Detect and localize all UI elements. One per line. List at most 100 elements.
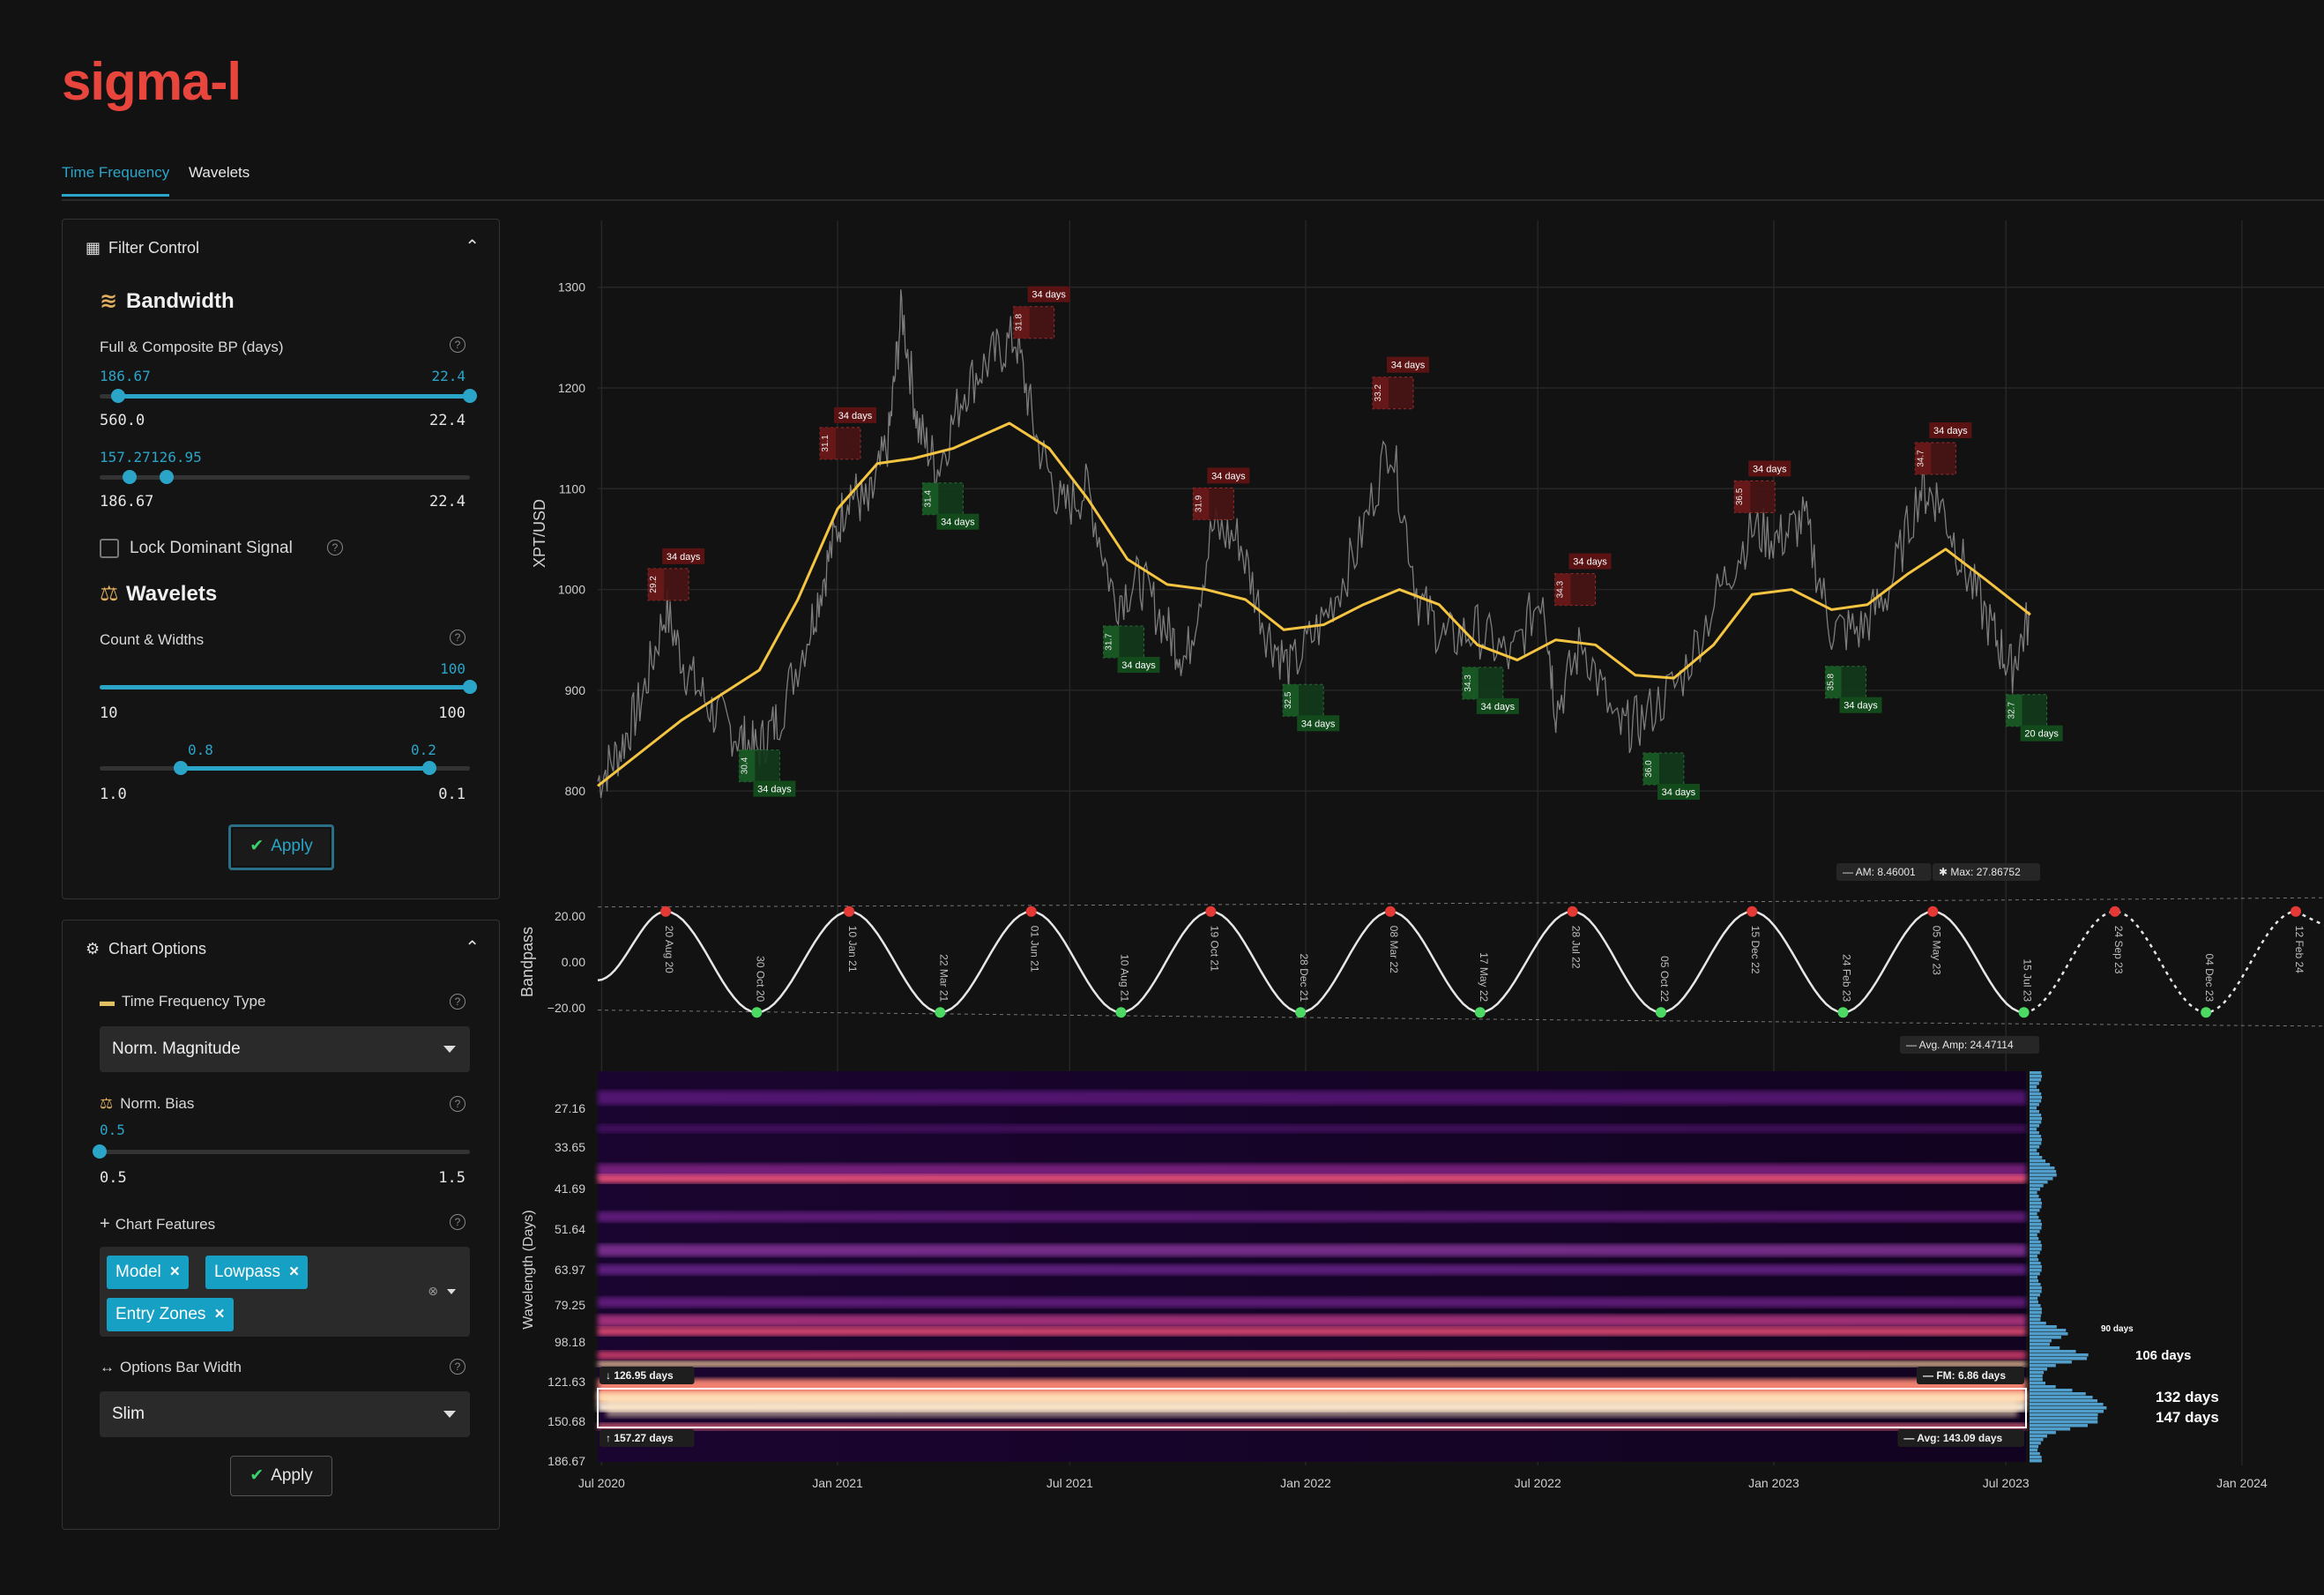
slider-handle[interactable] — [93, 1144, 107, 1159]
help-icon[interactable]: ? — [450, 1214, 466, 1230]
badge-bg — [1900, 1036, 2039, 1054]
histogram-bar — [2030, 1265, 2042, 1269]
charts-area[interactable]: 800 900 1000 1100 1200 1300 XPT/USD 29.2 34 days… — [511, 212, 2324, 1499]
plus-icon: + — [100, 1214, 110, 1234]
trough-marker[interactable] — [935, 1007, 946, 1018]
peak-entry-zone[interactable]: 31.9 34 days — [1192, 467, 1250, 520]
y-tick-label: 20.00 — [555, 909, 585, 923]
price-chart[interactable]: 800 900 1000 1100 1200 1300 XPT/USD 29.2 34 days… — [531, 280, 2324, 800]
slider-handle-low[interactable] — [122, 470, 137, 484]
peak-marker[interactable] — [1747, 906, 1758, 917]
histogram-bar — [2030, 1248, 2042, 1251]
apply-options-button[interactable]: ✔ Apply — [230, 1456, 332, 1496]
peak-marker[interactable] — [2290, 906, 2301, 917]
histogram-bar — [2030, 1452, 2040, 1456]
trough-marker[interactable] — [2018, 1007, 2030, 1018]
trough-entry-zone[interactable]: 36.0 34 days — [1642, 752, 1700, 800]
histogram-bar — [2030, 1237, 2039, 1241]
trough-entry-zone[interactable]: 31.7 34 days — [1103, 625, 1160, 673]
slider-handle[interactable] — [463, 680, 477, 694]
peak-marker[interactable] — [1205, 906, 1217, 917]
dominant-band-box[interactable] — [597, 1388, 2027, 1428]
peak-entry-zone[interactable]: 31.1 34 days — [819, 406, 877, 460]
filter-control-header[interactable]: ▦ Filter Control — [86, 239, 199, 257]
trough-entry-zone[interactable]: 34.3 34 days — [1462, 667, 1519, 714]
chevron-up-icon[interactable]: ⌃ — [465, 938, 480, 958]
tf-type-select[interactable]: Norm. Magnitude — [100, 1026, 470, 1072]
remove-icon[interactable]: × — [169, 1263, 180, 1281]
clear-icon[interactable]: ⊗ — [428, 1284, 438, 1298]
trough-entry-zone[interactable]: 30.4 34 days — [738, 749, 796, 797]
slider-handle-low[interactable] — [111, 389, 125, 403]
tab-time-frequency[interactable]: Time Frequency — [62, 164, 170, 197]
trough-marker[interactable] — [1655, 1007, 1666, 1018]
trough-entry-zone[interactable]: 32.5 34 days — [1282, 683, 1340, 732]
projected-wave[interactable] — [2023, 910, 2324, 1014]
norm-bias-slider[interactable] — [93, 1144, 470, 1159]
feature-chip-entry-zones[interactable]: Entry Zones × — [107, 1298, 234, 1331]
chart-features-select[interactable]: Model × Lowpass × Entry Zones × ⊗ — [100, 1247, 470, 1337]
peak-marker[interactable] — [844, 906, 855, 917]
help-icon[interactable]: ? — [450, 1359, 466, 1375]
trough-marker[interactable] — [2201, 1007, 2212, 1018]
histogram-bar — [2030, 1205, 2042, 1209]
wavelet-heatmap[interactable]: 27.16 33.65 41.69 51.64 63.97 79.25 98.18 121.6… — [521, 1071, 2219, 1468]
apply-filter-button[interactable]: ✔ Apply — [228, 824, 334, 870]
slider-handle-low[interactable] — [174, 761, 189, 775]
chart-options-header[interactable]: ⚙ Chart Options — [86, 940, 206, 958]
help-icon[interactable]: ? — [450, 630, 466, 645]
peak-marker[interactable] — [1927, 906, 1939, 917]
caret-down-icon[interactable] — [447, 1289, 456, 1294]
feature-chip-lowpass[interactable]: Lowpass × — [205, 1256, 309, 1289]
trough-entry-zone[interactable]: 31.4 34 days — [921, 482, 980, 530]
peak-entry-zone[interactable]: 31.8 34 days — [1013, 286, 1070, 339]
lock-dominant-checkbox[interactable] — [100, 539, 119, 558]
trough-marker[interactable] — [1115, 1007, 1127, 1018]
bp-range-slider[interactable] — [100, 389, 477, 403]
feature-chip-model[interactable]: Model × — [107, 1256, 189, 1289]
slider-handle-high[interactable] — [463, 389, 477, 403]
norm-bias-label: Norm. Bias — [120, 1095, 195, 1112]
peak-marker[interactable] — [1567, 906, 1578, 917]
help-icon[interactable]: ? — [450, 994, 466, 1010]
y-tick-label: 121.63 — [547, 1375, 585, 1389]
peak-marker[interactable] — [660, 906, 672, 917]
histogram-bar — [2030, 1135, 2042, 1138]
help-icon[interactable]: ? — [327, 540, 343, 555]
trough-marker[interactable] — [1295, 1007, 1307, 1018]
trough-entry-zone[interactable]: 35.8 34 days — [1824, 666, 1882, 713]
help-icon[interactable]: ? — [450, 337, 466, 353]
peak-marker[interactable] — [1384, 906, 1396, 917]
trough-entry-zone[interactable]: 32.7 20 days — [2006, 694, 2063, 742]
trough-marker[interactable] — [1474, 1007, 1486, 1018]
bandpass-chart[interactable]: 20.00 0.00 −20.00 Bandpass 20 Aug 20 30 Oct 2… — [518, 863, 2324, 1054]
histogram-bar — [2030, 1209, 2040, 1212]
zone-tag: 34.3 — [1556, 580, 1566, 598]
price-series[interactable] — [597, 289, 2031, 799]
trough-marker[interactable] — [1837, 1007, 1849, 1018]
peak-marker[interactable] — [1025, 906, 1037, 917]
slider-handle-high[interactable] — [159, 470, 174, 484]
histogram-bar — [2030, 1089, 2040, 1092]
peak-entry-zone[interactable]: 34.7 34 days — [1914, 422, 1972, 475]
lowpass-line[interactable] — [597, 421, 2031, 787]
peak-marker[interactable] — [2109, 906, 2120, 917]
extrema-date-label: 19 Oct 21 — [1208, 926, 1220, 972]
peak-entry-zone[interactable]: 34.3 34 days — [1554, 553, 1612, 607]
peak-entry-zone[interactable]: 29.2 34 days — [647, 548, 705, 601]
chevron-up-icon[interactable]: ⌃ — [465, 237, 480, 257]
peak-entry-zone[interactable]: 33.2 34 days — [1372, 356, 1429, 410]
histogram-bar — [2030, 1103, 2039, 1107]
slider-handle-high[interactable] — [421, 761, 436, 775]
widths-slider[interactable] — [100, 761, 470, 775]
composite-bp-slider[interactable] — [100, 470, 470, 484]
help-icon[interactable]: ? — [450, 1096, 466, 1112]
count-slider[interactable] — [100, 680, 477, 694]
remove-icon[interactable]: × — [289, 1263, 300, 1281]
tab-wavelets[interactable]: Wavelets — [189, 164, 250, 181]
trough-marker[interactable] — [751, 1007, 763, 1018]
peak-entry-zone[interactable]: 36.5 34 days — [1733, 460, 1791, 513]
remove-icon[interactable]: × — [214, 1305, 225, 1323]
histogram-bar — [2030, 1297, 2038, 1301]
bar-width-select[interactable]: Slim — [100, 1391, 470, 1437]
